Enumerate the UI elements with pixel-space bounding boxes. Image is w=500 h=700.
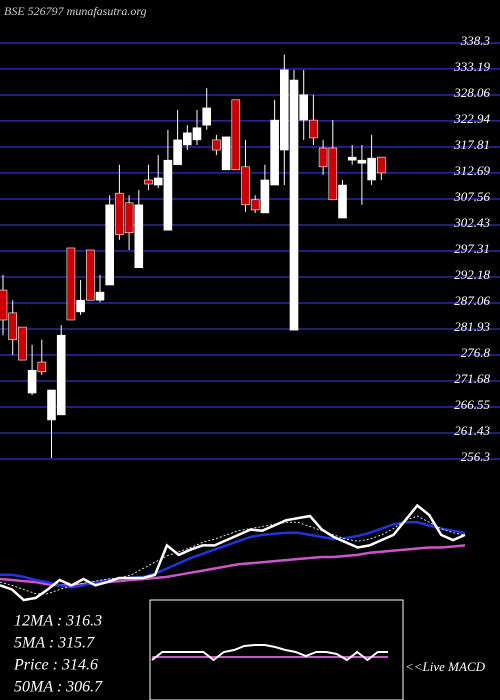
y-tick-label: 317.81 [453, 137, 490, 152]
candle-body [124, 202, 134, 234]
candle-body [105, 204, 114, 286]
candle-body [279, 69, 289, 151]
y-tick-label: 266.55 [454, 397, 490, 412]
candle-body [202, 107, 211, 126]
y-tick-label: 261.43 [454, 423, 490, 438]
candle-body [37, 361, 47, 373]
y-tick-label: 307.56 [453, 189, 490, 204]
candle-body [66, 247, 76, 321]
candle-body [144, 179, 153, 185]
candle-body [347, 156, 357, 161]
candle-body [56, 334, 66, 416]
candle-body [76, 299, 85, 313]
y-tick-label: 271.68 [454, 371, 490, 386]
candle-body [183, 132, 192, 146]
candle-body [289, 79, 299, 331]
indicator-line [151, 644, 388, 662]
y-tick-label: 256.3 [461, 449, 491, 464]
candle-body [0, 289, 8, 321]
candle-body [27, 369, 37, 394]
y-tick-label: 287.06 [454, 293, 490, 308]
candle-body [328, 147, 338, 201]
ma-label: 5MA : 315.7 [14, 635, 95, 652]
y-tick-label: 312.69 [453, 163, 490, 178]
ma-label: Price : 314.6 [13, 657, 98, 674]
y-tick-label: 333.19 [453, 59, 490, 74]
chart-title: BSE 526797 munafasutra.org [4, 4, 147, 18]
candle-body [86, 249, 95, 301]
indicator-line [0, 544, 466, 587]
candle-body [18, 326, 27, 361]
indicator-line [0, 515, 466, 595]
indicator-line [0, 521, 466, 589]
candle-body [367, 157, 376, 181]
candle-body [260, 179, 270, 214]
y-tick-label: 292.18 [454, 267, 490, 282]
candle-body [221, 136, 231, 171]
y-tick-label: 322.94 [453, 111, 490, 126]
macd-label: <<Live MACD [405, 659, 486, 674]
macd-box [149, 599, 404, 700]
candle-body [192, 127, 202, 141]
ma-label: 50MA : 306.7 [14, 679, 103, 696]
y-tick-label: 338.3 [460, 33, 491, 48]
candle-body [299, 94, 309, 121]
candle-body [270, 119, 279, 186]
candle-body [212, 139, 221, 151]
y-tick-label: 281.93 [454, 319, 490, 334]
y-tick-label: 276.8 [461, 345, 491, 360]
candle-body [231, 99, 241, 171]
candle-body [318, 147, 328, 168]
candle-body [47, 389, 56, 421]
y-tick-label: 328.06 [453, 85, 490, 100]
candle-body [115, 192, 124, 236]
candle-body [134, 204, 144, 269]
candle-body [357, 159, 367, 164]
candle-body [241, 166, 250, 206]
candle-body [8, 312, 17, 341]
candle-body [309, 119, 318, 139]
candle-body [163, 159, 173, 231]
candle-body [173, 139, 182, 166]
candle-body [376, 156, 386, 174]
y-tick-label: 297.31 [454, 241, 490, 256]
candle-body [338, 184, 347, 219]
candle-body [95, 291, 105, 301]
ma-label: 12MA : 316.3 [14, 613, 102, 630]
y-tick-label: 302.43 [453, 215, 490, 230]
candle-body [153, 177, 163, 186]
indicator-line [0, 503, 466, 602]
candle-body [250, 199, 260, 211]
